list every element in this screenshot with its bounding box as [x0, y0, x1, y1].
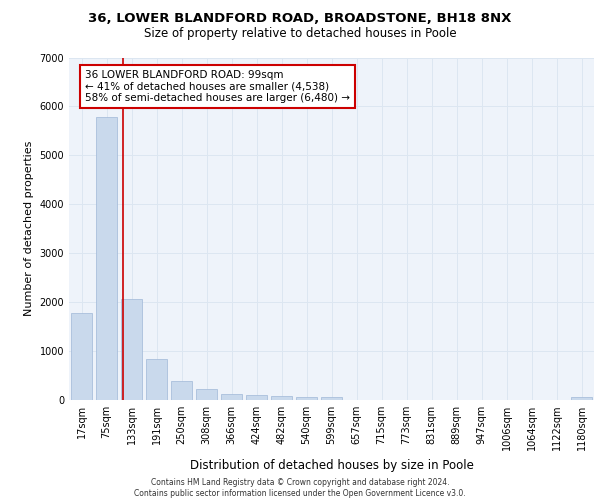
Bar — [246, 394, 267, 400]
Bar — [146, 360, 167, 400]
Text: Size of property relative to detached houses in Poole: Size of property relative to detached ho… — [143, 28, 457, 40]
Bar — [171, 382, 192, 400]
Bar — [96, 117, 117, 400]
Bar — [196, 388, 217, 400]
Text: 36, LOWER BLANDFORD ROAD, BROADSTONE, BH18 8NX: 36, LOWER BLANDFORD ROAD, BROADSTONE, BH… — [88, 12, 512, 26]
Y-axis label: Number of detached properties: Number of detached properties — [24, 141, 34, 316]
Bar — [321, 398, 342, 400]
Text: 36 LOWER BLANDFORD ROAD: 99sqm
← 41% of detached houses are smaller (4,538)
58% : 36 LOWER BLANDFORD ROAD: 99sqm ← 41% of … — [85, 70, 350, 103]
Text: Contains HM Land Registry data © Crown copyright and database right 2024.
Contai: Contains HM Land Registry data © Crown c… — [134, 478, 466, 498]
Bar — [571, 396, 592, 400]
Bar — [221, 394, 242, 400]
Bar — [271, 396, 292, 400]
Bar — [71, 313, 92, 400]
Bar — [296, 398, 317, 400]
X-axis label: Distribution of detached houses by size in Poole: Distribution of detached houses by size … — [190, 458, 473, 471]
Bar — [121, 299, 142, 400]
